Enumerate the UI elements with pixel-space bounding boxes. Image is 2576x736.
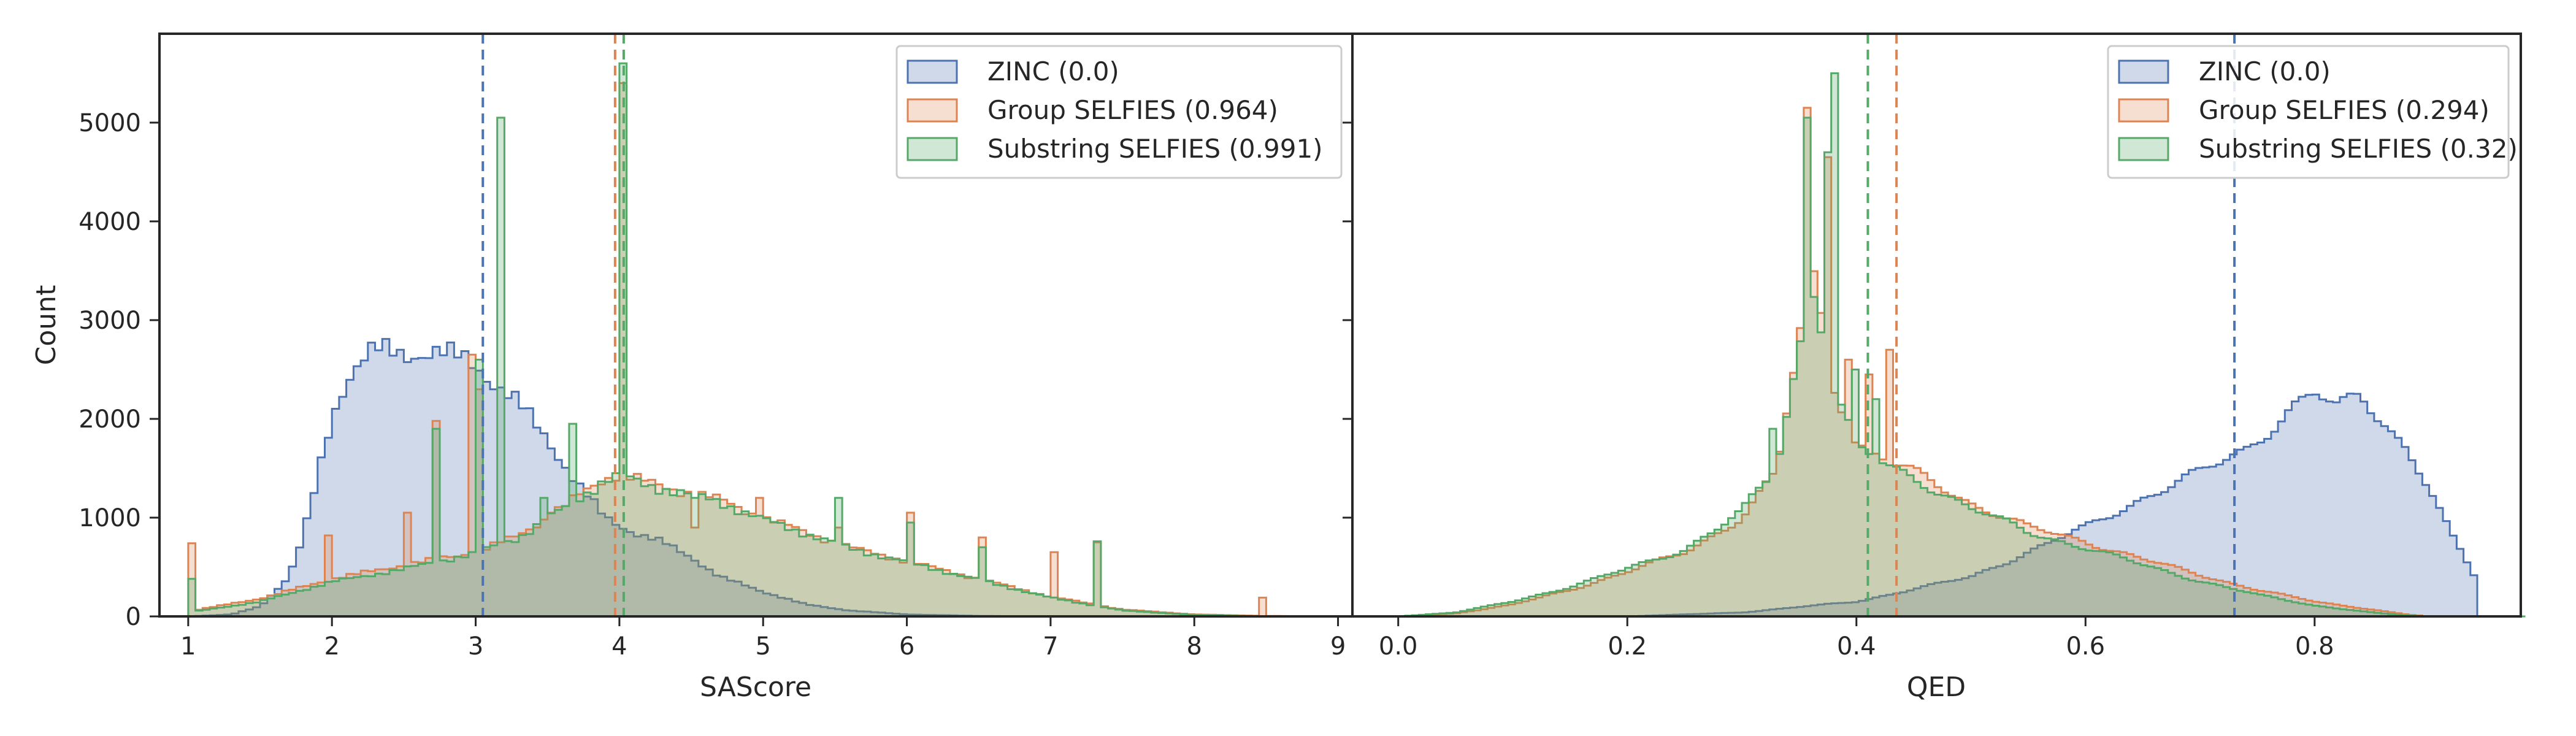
qed-legend-box [2107,45,2510,179]
legend-entry-substring-selfies: Substring SELFIES (0.32) [2118,134,2518,164]
legend-swatch-substring-selfies [2118,137,2169,161]
qed-y-ticks [1343,121,1352,618]
count-y-axis-label: Count [31,285,62,366]
sascore-y-tick-label: 2000 [79,405,141,434]
legend-swatch-zinc [907,59,958,84]
legend-swatch-group-selfies [2118,98,2169,123]
legend-label-zinc: ZINC (0.0) [987,56,1119,86]
sascore-x-axis-label: SAScore [700,672,811,703]
qed-legend: ZINC (0.0) Group SELFIES (0.294) Substri… [2107,45,2518,179]
qed-series-layer [1397,72,2526,618]
legend-entry-substring-selfies: Substring SELFIES (0.991) [907,134,1323,164]
legend-label-group-selfies: Group SELFIES (0.294) [2199,95,2490,125]
sascore-x-tick-label: 5 [755,632,770,661]
qed-x-tick-label: 0.6 [2066,632,2105,661]
qed-histogram-zinc [1398,393,2526,618]
sascore-x-tick-label: 2 [324,632,339,661]
qed-x-tick-label: 0.8 [2295,632,2334,661]
legend-swatch-group-selfies [907,98,958,123]
sascore-mean-lines [481,34,625,616]
sascore-x-tick-label: 3 [468,632,483,661]
legend-swatch-substring-selfies [907,137,958,161]
sascore-y-ticks: 0 1000 2000 3000 4000 5000 [79,109,159,631]
legend-label-group-selfies: Group SELFIES (0.964) [987,95,1278,125]
legend-label-substring-selfies: Substring SELFIES (0.32) [2199,134,2518,164]
sascore-legend-box [895,45,1343,179]
qed-x-tick-label: 0.4 [1837,632,1876,661]
sascore-x-tick-label: 7 [1043,632,1058,661]
legend-entry-zinc: ZINC (0.0) [2118,56,2331,86]
sascore-histogram-substring-selfies [187,62,1352,618]
sascore-y-tick-label: 3000 [79,307,141,335]
qed-x-tick-label: 0.0 [1379,632,1418,661]
qed-histogram-substring-selfies [1397,72,2526,618]
legend-entry-zinc: ZINC (0.0) [907,56,1119,86]
sascore-x-ticks: 1 2 3 4 5 6 7 8 9 [180,616,1346,661]
sascore-series-layer [187,62,1352,618]
sascore-x-tick-label: 9 [1330,632,1346,661]
sascore-y-tick-label: 0 [126,603,141,631]
sascore-y-tick-label: 1000 [79,504,141,532]
sascore-legend: ZINC (0.0) Group SELFIES (0.964) Substri… [895,45,1343,179]
sascore-x-tick-label: 1 [180,632,196,661]
legend-entry-group-selfies: Group SELFIES (0.964) [907,95,1278,125]
qed-x-axis-label: QED [1907,672,1966,703]
sascore-x-tick-label: 8 [1187,632,1202,661]
qed-histogram-panel: 0.0 0.2 0.4 0.6 0.8 QED ZINC (0.0) Group SEL… [1343,33,2526,703]
qed-histogram-group-selfies [1397,107,2526,618]
sascore-x-tick-label: 6 [899,632,914,661]
legend-label-substring-selfies: Substring SELFIES (0.991) [987,134,1323,164]
legend-entry-group-selfies: Group SELFIES (0.294) [2118,95,2490,125]
legend-swatch-zinc [2118,59,2169,84]
sascore-x-tick-label: 4 [611,632,627,661]
qed-x-tick-label: 0.2 [1608,632,1647,661]
legend-label-zinc: ZINC (0.0) [2199,56,2331,86]
sascore-y-tick-label: 4000 [79,208,141,236]
qed-plot-frame [1351,33,2522,618]
qed-x-ticks: 0.0 0.2 0.4 0.6 0.8 [1379,616,2334,661]
sascore-y-tick-label: 5000 [79,109,141,137]
